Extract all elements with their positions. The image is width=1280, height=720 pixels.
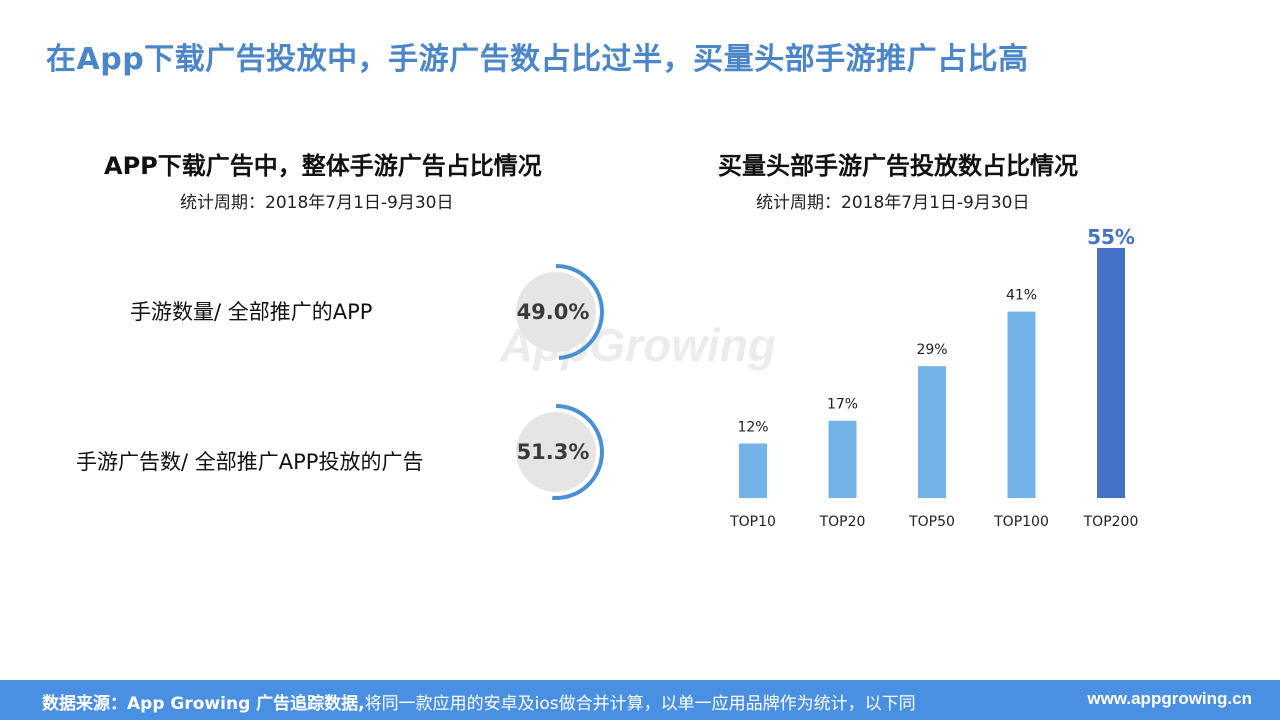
bar-category-label: TOP50: [908, 514, 955, 530]
bar-value-label: 41%: [1006, 288, 1037, 304]
bar-category-label: TOP10: [729, 514, 776, 530]
bar-category-label: TOP200: [1083, 514, 1139, 530]
bar-value-label: 17%: [827, 397, 858, 413]
bar-top10: [739, 443, 767, 498]
bar-value-label: 55%: [1087, 225, 1135, 249]
ring-value-label: 49.0%: [517, 300, 590, 324]
ring-value-label: 51.3%: [517, 440, 590, 464]
footer-bar: 数据来源：App Growing 广告追踪数据,将同一款应用的安卓及ios做合并…: [0, 680, 1280, 720]
bar-category-label: TOP100: [993, 514, 1049, 530]
ring-arc: [552, 404, 604, 500]
bar-top20: [828, 420, 857, 498]
right-panel-period: 统计周期：2018年7月1日-9月30日: [756, 193, 1030, 213]
bar-category-label: TOP20: [819, 514, 866, 530]
bar-value-label: 12%: [737, 419, 768, 435]
right-panel-title: 买量头部手游广告投放数占比情况: [718, 152, 1078, 180]
footer-url[interactable]: www.appgrowing.cn: [1087, 689, 1252, 708]
footer-source-label: 数据来源：: [42, 694, 127, 714]
ring-chart-game-count: 49.0%: [516, 264, 604, 360]
footer-source-note: 将同一款应用的安卓及ios做合并计算，以单一应用品牌作为统计，以下同: [364, 694, 916, 714]
ring-center-disc: [516, 272, 596, 352]
ring-chart-game-ads: 51.3%: [516, 404, 604, 500]
bar-chart: 12% TOP10 17% TOP20 29% TOP50 41% TOP100 55% TOP2…: [729, 225, 1139, 530]
bar-top200: [1097, 248, 1125, 498]
bar-value-label: 29%: [916, 342, 947, 358]
left-panel-period: 统计周期：2018年7月1日-9月30日: [180, 193, 454, 213]
footer-source-name: App Growing 广告追踪数据,: [127, 694, 365, 714]
page-title: 在App下载广告投放中，手游广告数占比过半，买量头部手游推广占比高: [46, 42, 1029, 77]
bar-top50: [918, 366, 946, 498]
footer-source: 数据来源：App Growing 广告追踪数据,将同一款应用的安卓及ios做合并…: [42, 689, 916, 714]
bar-top100: [1007, 311, 1036, 498]
metric-label-game-ads: 手游广告数/ 全部推广APP投放的广告: [76, 450, 424, 474]
left-panel-title: APP下载广告中，整体手游广告占比情况: [104, 152, 542, 180]
ring-arc: [555, 264, 604, 360]
metric-label-game-count: 手游数量/ 全部推广的APP: [130, 300, 373, 324]
ring-center-disc: [516, 412, 596, 492]
